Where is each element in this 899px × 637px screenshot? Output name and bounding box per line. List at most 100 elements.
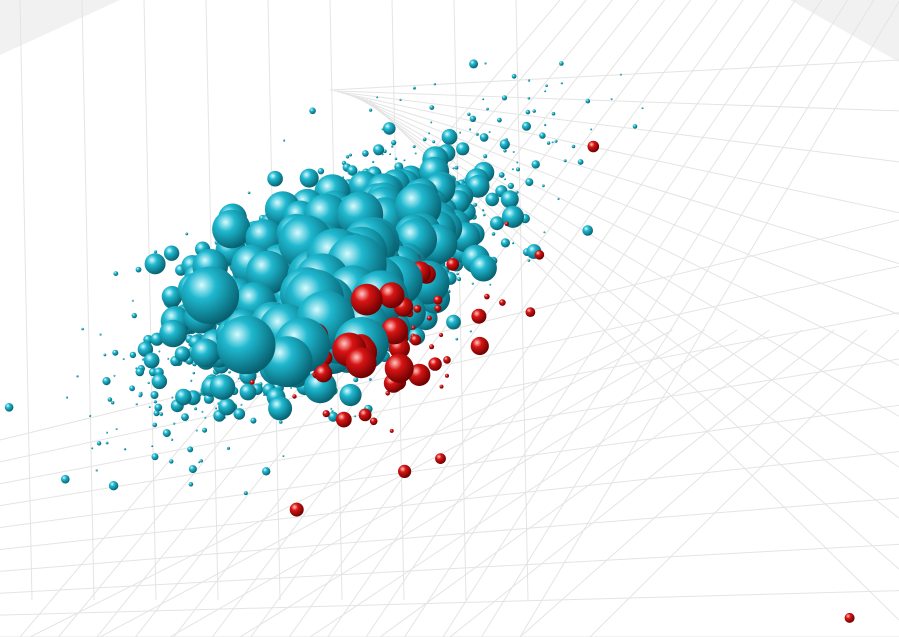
primary-point (65, 396, 69, 399)
primary-point (131, 299, 134, 302)
primary-point (198, 461, 201, 464)
grid-line-floor-b (449, 329, 835, 637)
primary-point (61, 474, 70, 484)
highlight-point (433, 295, 443, 305)
highlight-point (470, 336, 489, 356)
primary-point (527, 259, 531, 262)
primary-point (471, 282, 474, 285)
primary-point (516, 167, 520, 172)
primary-point (554, 139, 558, 143)
primary-point (501, 95, 508, 101)
primary-point (489, 283, 492, 286)
primary-point (504, 178, 506, 181)
grid-line-wall-a (481, 0, 875, 637)
primary-point (473, 202, 478, 207)
primary-point (354, 415, 357, 418)
primary-point (105, 441, 109, 445)
primary-point (585, 98, 591, 104)
primary-point (99, 333, 102, 336)
primary-point (151, 373, 168, 390)
primary-point (486, 107, 489, 111)
primary-point (481, 209, 485, 212)
primary-point (91, 447, 94, 450)
primary-point (500, 190, 519, 209)
primary-point (468, 128, 472, 131)
primary-point (282, 455, 285, 457)
primary-point (111, 401, 115, 405)
highlight-point (484, 293, 490, 300)
highlight-point (345, 347, 377, 379)
primary-point (353, 377, 359, 383)
primary-point (516, 161, 519, 164)
primary-point (590, 128, 593, 131)
primary-point (560, 82, 563, 85)
primary-point (185, 232, 189, 236)
primary-point (153, 410, 160, 417)
primary-point (279, 420, 283, 424)
primary-point (403, 159, 406, 162)
primary-point (525, 178, 534, 187)
primary-point (299, 168, 319, 188)
primary-point (262, 467, 271, 476)
grid-line-floor-b (309, 329, 770, 637)
grid-line-left-wall (19, 0, 33, 601)
primary-point (503, 149, 507, 153)
highlight-point (389, 428, 394, 433)
primary-point (159, 412, 164, 416)
primary-point (563, 159, 567, 163)
highlight-point (443, 356, 451, 364)
grid-line-floor-a (0, 312, 899, 485)
grid-line-wall-b (362, 97, 899, 519)
highlight-point (314, 364, 333, 383)
primary-point (4, 403, 14, 412)
primary-point (175, 388, 192, 406)
highlight-point (322, 410, 330, 418)
primary-point (349, 153, 352, 157)
primary-point (95, 469, 98, 472)
grid-line-wall-b (337, 91, 899, 163)
primary-point (347, 165, 358, 176)
grid-line-left-wall (143, 0, 157, 601)
highlight-point (350, 283, 383, 316)
grid-line-floor-a (0, 265, 899, 463)
highlight-point (289, 502, 304, 517)
primary-point (174, 346, 191, 362)
highlight-point (439, 384, 444, 389)
primary-point (485, 192, 500, 207)
primary-point (209, 374, 236, 400)
grid-line-floor-a (0, 358, 899, 507)
grid-line-floor-a (0, 219, 899, 441)
primary-point (151, 445, 154, 448)
grid-line-floor-a (0, 451, 899, 550)
primary-point (154, 403, 163, 412)
primary-point (150, 391, 159, 399)
primary-point (187, 446, 194, 453)
grid-line-floor-b (589, 329, 899, 637)
primary-point (391, 145, 394, 148)
primary-point (543, 123, 547, 127)
primary-point (267, 170, 283, 187)
primary-point (339, 383, 362, 407)
primary-point (199, 459, 203, 463)
primary-point (143, 352, 160, 369)
axis-panes (0, 0, 899, 62)
primary-point (482, 98, 485, 101)
primary-point (412, 86, 416, 90)
primary-point (412, 145, 416, 149)
primary-point (162, 429, 171, 438)
primary-point (545, 84, 548, 87)
primary-point (214, 407, 218, 410)
primary-point (115, 428, 118, 430)
primary-point (490, 216, 504, 231)
highlight-point (335, 411, 352, 428)
primary-point (309, 107, 316, 115)
highlight-point (525, 307, 536, 317)
primary-point (507, 182, 514, 189)
primary-point (89, 414, 92, 417)
primary-point (544, 90, 547, 93)
primary-point (290, 386, 292, 389)
primary-point (376, 96, 379, 99)
highlight-point (587, 140, 600, 153)
primary-point (96, 441, 102, 446)
primary-point (511, 242, 515, 245)
